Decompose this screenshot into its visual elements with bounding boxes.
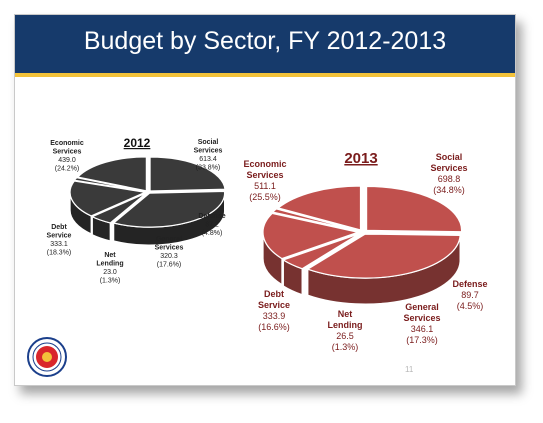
pie-2012-label-general: General Services 320.3 (17.6%) — [155, 236, 184, 269]
pie-2012-label-debt: Debt Service 333.1 (18.3%) — [47, 224, 72, 257]
pie-2012-slice-net — [73, 177, 146, 193]
pie-2012-slice-debt — [76, 156, 147, 192]
pie-2013-label-net: Net Lending 26.5 (1.3%) — [328, 309, 363, 352]
pie-2012-slice-economic — [149, 156, 226, 192]
title-rule — [15, 73, 515, 77]
page-number: 11 — [405, 365, 414, 374]
pie-2013 — [262, 185, 463, 305]
pie-2012-title: 2012 — [124, 136, 151, 150]
pie-2013-slice-defense — [281, 233, 360, 270]
pie-2012-label-net: Net Lending 23.0 (1.3%) — [96, 252, 123, 285]
slide-title: Budget by Sector, FY 2012-2013 — [83, 27, 447, 55]
pie-2013-slice-economic — [365, 185, 463, 233]
pie-2013-slice-social — [306, 233, 461, 279]
pie-2012-label-economic: Economic Services 439.0 (24.2%) — [50, 140, 84, 173]
pie-2012-slice-general — [69, 180, 148, 217]
pie-2013-title: 2013 — [344, 150, 377, 167]
pie-2013-slice-debt — [276, 185, 362, 231]
pie-2012-label-defense: Defense 87.2 (4.8%) — [198, 213, 225, 237]
pie-2013-slice-general — [262, 212, 361, 260]
pie-2012 — [69, 156, 226, 246]
agency-seal-logo — [27, 337, 67, 377]
budget-pie-charts: 2012 Economic Services 439.0 (24.2%) Social Se… — [47, 136, 488, 352]
pie-2013-label-defense: Defense 89.7 (4.5%) — [452, 279, 487, 311]
pie-2013-label-economic: Economic Services 511.1 (25.5%) — [243, 159, 286, 202]
pie-2013-label-debt: Debt Service 333.9 (16.6%) — [258, 289, 290, 332]
title-bar — [15, 15, 515, 73]
pie-2012-label-social: Social Services 613.4 (33.8%) — [194, 139, 223, 172]
pie-2013-label-social: Social Services 698.8 (34.8%) — [430, 152, 467, 195]
slide: Budget by Sector, FY 2012-2013 2012 Econo… — [14, 14, 516, 386]
pie-2013-slice-net — [271, 208, 359, 232]
pie-2013-label-general: General Services 346.1 (17.3%) — [403, 302, 440, 345]
pie-2012-slice-defense — [90, 192, 147, 224]
pie-2012-slice-social — [112, 190, 226, 228]
